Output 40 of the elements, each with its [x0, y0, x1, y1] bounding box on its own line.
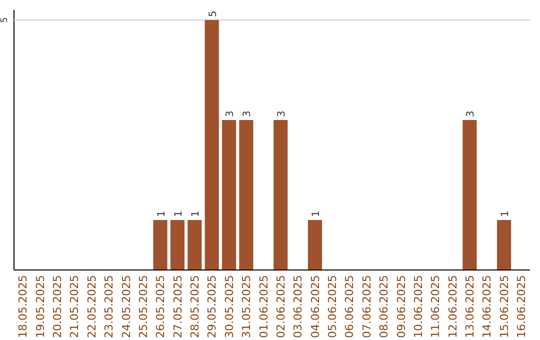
x-tick-label: 02.06.2025 [274, 275, 288, 338]
data-label: 3 [276, 110, 288, 117]
x-tick-label: 28.05.2025 [188, 275, 202, 338]
x-tick-label: 26.05.2025 [154, 275, 168, 338]
x-tick-label: 12.06.2025 [446, 275, 460, 338]
x-tick-label: 21.05.2025 [68, 275, 82, 338]
x-tick-label: 13.06.2025 [464, 275, 477, 338]
data-label: 5 [208, 10, 219, 17]
data-label: 1 [156, 210, 168, 217]
x-tick-label: 09.06.2025 [394, 275, 408, 338]
x-tick-label: 06.06.2025 [343, 275, 356, 338]
x-tick-label: 01.06.2025 [257, 275, 270, 338]
data-label: 1 [173, 210, 184, 217]
data-label: 3 [466, 110, 477, 117]
x-tick-label: 16.06.2025 [515, 275, 528, 338]
x-tick-label: 29.05.2025 [206, 275, 219, 338]
x-tick-label: 15.06.2025 [498, 275, 511, 338]
x-tick-label: 31.05.2025 [240, 275, 254, 338]
data-label: 3 [242, 110, 254, 117]
x-tick-label: 19.05.2025 [34, 275, 47, 338]
x-tick-label: 10.06.2025 [412, 275, 425, 338]
x-tick-label: 07.06.2025 [360, 275, 374, 338]
x-tick-label: 11.06.2025 [429, 275, 442, 338]
x-tick-label: 25.05.2025 [136, 275, 150, 338]
x-tick-label: 05.06.2025 [326, 275, 340, 338]
x-tick-label: 24.05.2025 [120, 275, 133, 338]
x-tick-label: 18.05.2025 [16, 275, 30, 338]
data-label: 1 [310, 210, 322, 217]
x-tick-label: 22.05.2025 [85, 275, 98, 338]
x-tick-label: 23.05.2025 [102, 275, 116, 338]
x-tick-label: 08.06.2025 [378, 275, 391, 338]
data-label: 1 [500, 210, 512, 217]
data-label: 1 [190, 210, 202, 217]
x-tick-label: 20.05.2025 [50, 275, 64, 338]
x-tick-label: 03.06.2025 [292, 275, 305, 338]
x-tick-label: 27.05.2025 [171, 275, 184, 338]
x-tick-label: 14.06.2025 [480, 275, 494, 338]
x-tick-label: 04.06.2025 [308, 275, 322, 338]
x-tick-label: 30.05.2025 [222, 275, 236, 338]
data-label: 3 [225, 110, 236, 117]
